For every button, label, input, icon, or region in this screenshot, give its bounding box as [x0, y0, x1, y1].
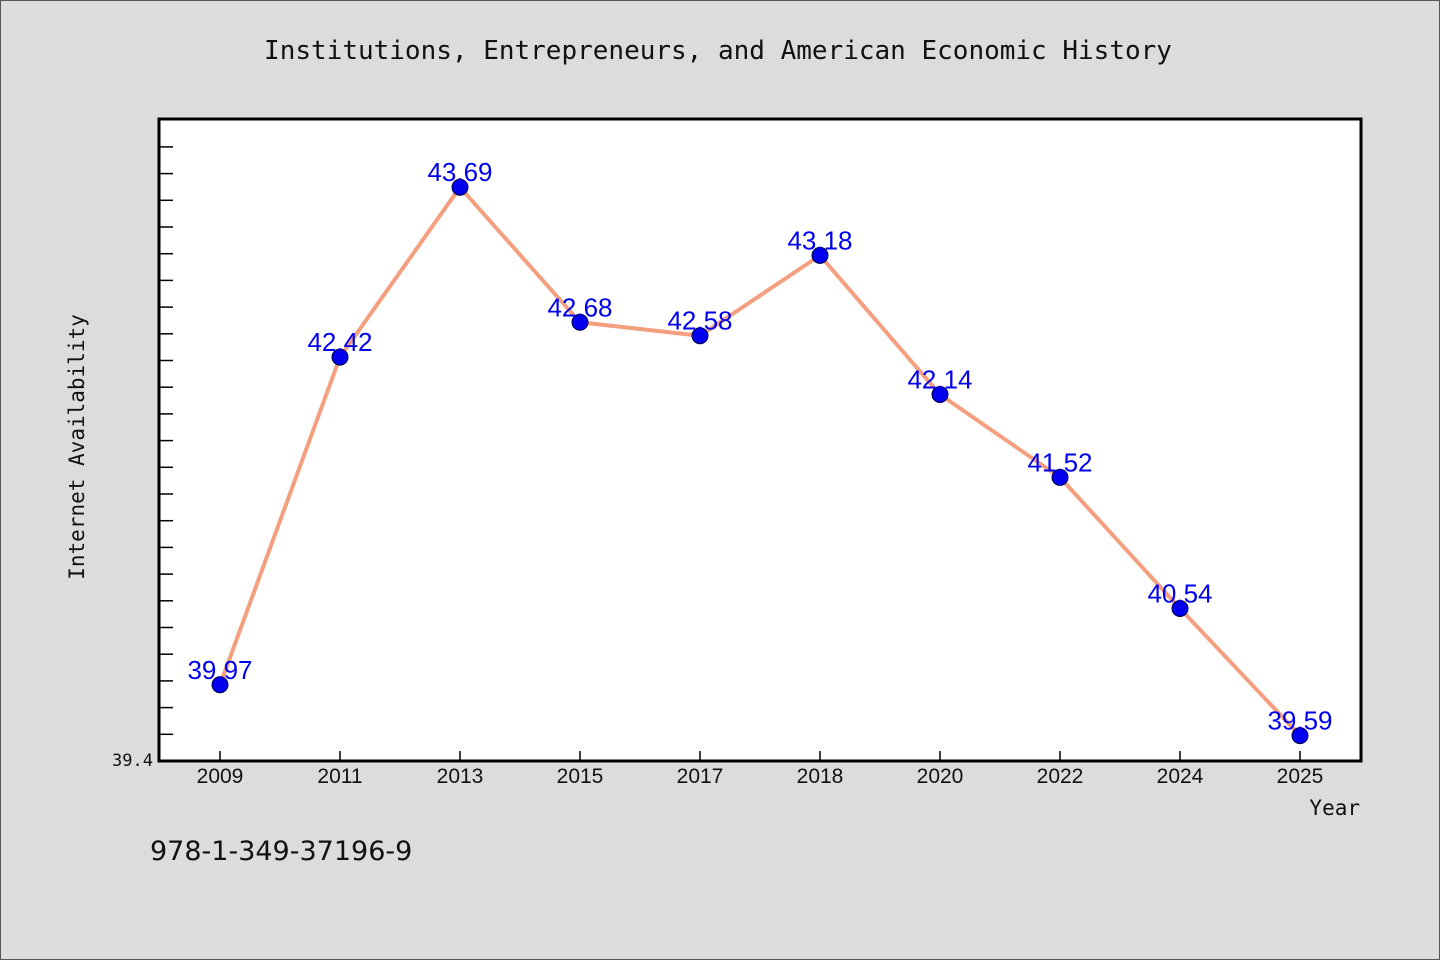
y-axis-label: Internet Availability	[65, 314, 89, 580]
isbn-text: 978-1-349-37196-9	[150, 836, 413, 867]
data-label: 40.54	[1147, 579, 1212, 609]
data-label: 43.18	[787, 225, 852, 255]
data-point	[691, 327, 709, 345]
x-tick-label: 2013	[437, 765, 484, 788]
chart-title: Institutions, Entrepreneurs, and America…	[264, 36, 1172, 66]
series-line	[218, 185, 1302, 738]
x-axis-label: Year	[1309, 796, 1360, 820]
data-point	[571, 313, 589, 331]
y-tick-label: 39.4	[112, 751, 153, 771]
x-tick-label: 2009	[197, 765, 244, 788]
data-point	[1291, 727, 1309, 745]
data-label: 42.14	[907, 365, 972, 395]
x-tick-label: 2024	[1157, 765, 1204, 788]
data-point	[1051, 468, 1069, 486]
x-tick-label: 2020	[917, 765, 964, 788]
data-point	[211, 676, 229, 694]
data-labels: 39.97 42.42 43.69 42.68 42.58 43.18 42.14 41.52…	[187, 157, 1332, 735]
x-axis-ticks	[219, 751, 1301, 761]
data-label: 43.69	[427, 157, 492, 187]
x-tick-label: 2017	[677, 765, 724, 788]
x-tick-label: 2022	[1037, 765, 1084, 788]
data-point	[1171, 600, 1189, 617]
data-points	[211, 178, 1309, 745]
data-point	[811, 246, 829, 264]
x-tick-label: 2011	[317, 765, 362, 788]
data-label: 41.52	[1027, 447, 1092, 477]
data-label: 42.42	[307, 327, 372, 357]
data-label: 42.68	[547, 292, 612, 322]
x-tick-labels: 2009 2011 2013 2015 2017 2018 2020 2022 2024 2025	[197, 765, 1324, 788]
data-point	[931, 386, 949, 403]
x-tick-label: 2018	[797, 765, 844, 788]
plot-area	[157, 117, 1363, 763]
x-tick-label: 2015	[557, 765, 604, 788]
data-label: 42.58	[667, 306, 732, 336]
x-tick-label: 2025	[1277, 765, 1324, 788]
y-tick-labels: 39.4	[112, 751, 153, 771]
y-minor-ticks	[159, 146, 173, 736]
data-point	[451, 178, 469, 196]
data-label: 39.59	[1267, 706, 1332, 736]
data-label: 39.97	[187, 655, 252, 685]
data-point	[331, 348, 349, 366]
